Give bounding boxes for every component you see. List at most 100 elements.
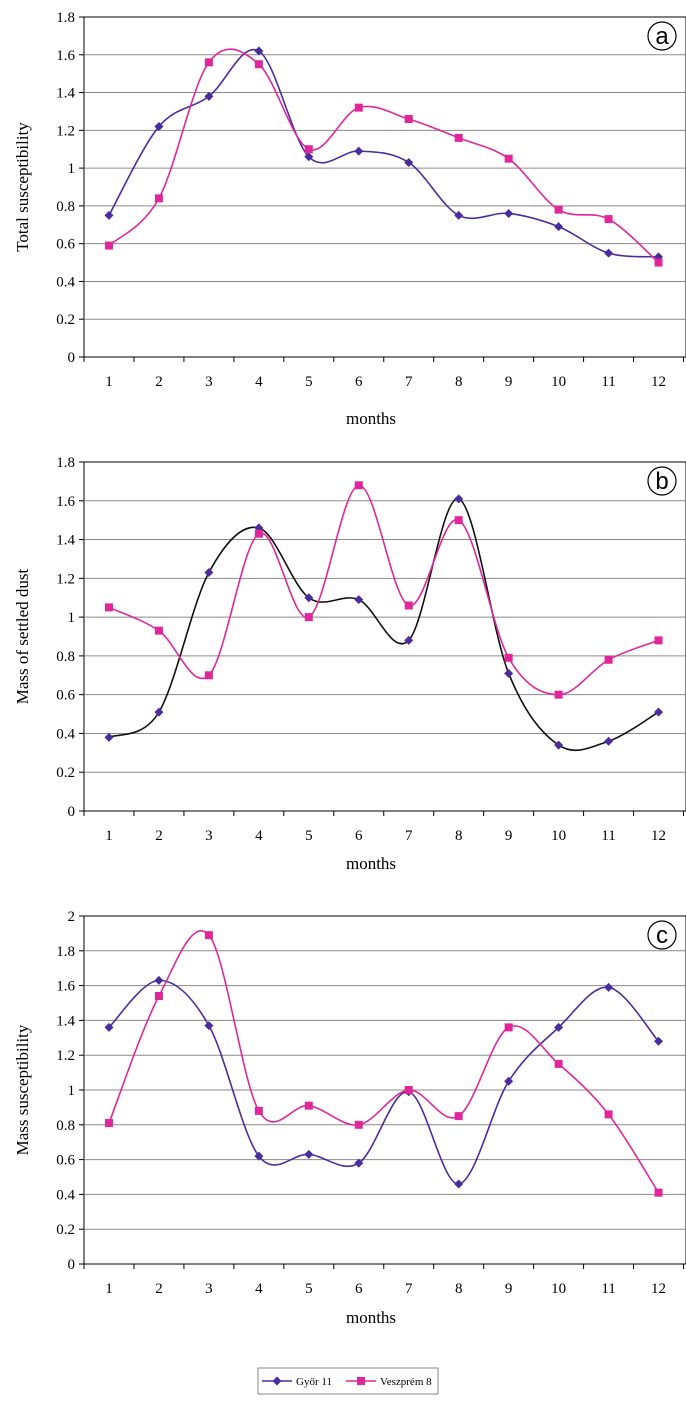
x-tick-label: 3 [205, 1281, 213, 1297]
y-tick-label: 1.6 [56, 979, 75, 995]
legend-label-gyor: Győr 11 [296, 1376, 332, 1388]
data-point-veszprem [304, 613, 313, 622]
y-tick-label: 1 [68, 161, 76, 177]
data-point-veszprem [454, 133, 463, 142]
data-point-gyor [604, 982, 614, 992]
x-tick-label: 10 [551, 374, 566, 390]
data-point-veszprem [254, 60, 263, 69]
y-tick-label: 1.2 [56, 1048, 75, 1064]
data-point-gyor [454, 210, 464, 220]
data-point-veszprem [354, 481, 363, 490]
y-tick-label: 1.8 [56, 944, 75, 960]
data-point-veszprem [454, 516, 463, 525]
x-tick-label: 4 [255, 1281, 263, 1297]
panel-label-badge [647, 466, 677, 496]
x-axis-title: months [346, 409, 396, 428]
data-point-gyor [304, 152, 314, 162]
data-point-gyor [504, 1076, 514, 1086]
x-tick-label: 12 [651, 1281, 666, 1297]
data-point-gyor [554, 222, 564, 232]
chart-panel-a: 00.20.40.60.811.21.41.61.81 2 3 4 5 6 7 8 9 10 11 1… [13, 10, 686, 428]
y-tick-label: 0.8 [56, 1118, 75, 1134]
x-tick-label: 9 [505, 828, 513, 844]
x-axis-title: months [346, 854, 396, 873]
y-tick-label: 1.4 [56, 86, 75, 102]
data-point-veszprem [154, 626, 163, 635]
data-point-gyor [654, 1036, 664, 1046]
x-tick-label: 6 [355, 374, 363, 390]
data-point-veszprem [104, 241, 113, 250]
data-point-veszprem [354, 103, 363, 112]
data-point-veszprem [304, 145, 313, 154]
data-point-gyor [404, 157, 414, 167]
y-tick-label: 0 [68, 350, 76, 366]
x-tick-label: 5 [305, 374, 313, 390]
data-point-veszprem [204, 671, 213, 680]
y-tick-label: 0.8 [56, 649, 75, 665]
y-tick-label: 0.2 [56, 1222, 75, 1238]
data-point-veszprem [104, 1119, 113, 1128]
y-tick-label: 1.8 [56, 10, 75, 26]
data-point-gyor [504, 208, 514, 218]
x-tick-label: 7 [405, 828, 413, 844]
legend-marker-gyor [272, 1376, 282, 1386]
data-point-veszprem [254, 529, 263, 538]
data-point-gyor [354, 595, 364, 605]
x-tick-label: 5 [305, 1281, 313, 1297]
data-point-veszprem [204, 58, 213, 67]
data-point-gyor [104, 1022, 114, 1032]
x-tick-label: 7 [405, 1281, 413, 1297]
data-point-veszprem [254, 1106, 263, 1115]
x-tick-label: 4 [255, 374, 263, 390]
x-tick-label: 4 [255, 828, 263, 844]
series-line-gyor [108, 498, 659, 752]
data-point-veszprem [154, 194, 163, 203]
panel-label: b [655, 468, 668, 495]
x-tick-label: 8 [455, 374, 463, 390]
chart-panel-c: 00.20.40.60.811.21.41.61.821 2 3 4 5 6 7 8 9 10 11… [13, 909, 686, 1327]
y-tick-label: 1.6 [56, 48, 75, 64]
data-point-veszprem [604, 215, 613, 224]
y-tick-label: 0.4 [56, 1187, 75, 1203]
data-point-gyor [154, 122, 164, 132]
data-point-veszprem [554, 690, 563, 699]
y-tick-label: 1 [68, 1083, 76, 1099]
legend-label-veszprem: Veszprém 8 [380, 1376, 432, 1388]
y-tick-label: 1.4 [56, 1013, 75, 1029]
data-point-veszprem [454, 1112, 463, 1121]
data-point-gyor [554, 1022, 564, 1032]
x-tick-label: 6 [355, 1281, 363, 1297]
data-point-gyor [304, 1149, 314, 1159]
data-point-gyor [504, 668, 514, 678]
data-point-gyor [204, 568, 214, 578]
data-point-gyor [554, 740, 564, 750]
data-point-veszprem [404, 1086, 413, 1094]
panel-label: c [656, 922, 668, 949]
data-point-veszprem [504, 154, 513, 163]
x-tick-label: 2 [155, 374, 163, 390]
y-tick-label: 0.6 [56, 237, 75, 253]
y-tick-label: 0.6 [56, 1153, 75, 1169]
data-point-veszprem [554, 1059, 563, 1068]
plot-area [83, 16, 686, 358]
data-point-gyor [604, 736, 614, 746]
x-tick-label: 12 [651, 374, 666, 390]
legend-marker-shape [272, 1376, 282, 1386]
data-point-gyor [304, 593, 314, 603]
x-tick-label: 10 [551, 828, 566, 844]
data-point-gyor [154, 975, 164, 985]
legend-marker-shape [357, 1377, 365, 1385]
x-tick-label: 7 [405, 374, 413, 390]
y-tick-label: 1.2 [56, 571, 75, 587]
x-tick-label: 8 [455, 828, 463, 844]
y-tick-label: 0.2 [56, 312, 75, 328]
y-tick-label: 0.6 [56, 688, 75, 704]
x-tick-label: 3 [205, 828, 213, 844]
data-point-gyor [454, 494, 464, 504]
data-point-gyor [354, 146, 364, 156]
plot-area [83, 461, 686, 812]
legend: Győr 11 Veszprém 8 [257, 1367, 439, 1395]
panel-label: a [655, 23, 669, 50]
x-tick-label: 10 [551, 1281, 566, 1297]
